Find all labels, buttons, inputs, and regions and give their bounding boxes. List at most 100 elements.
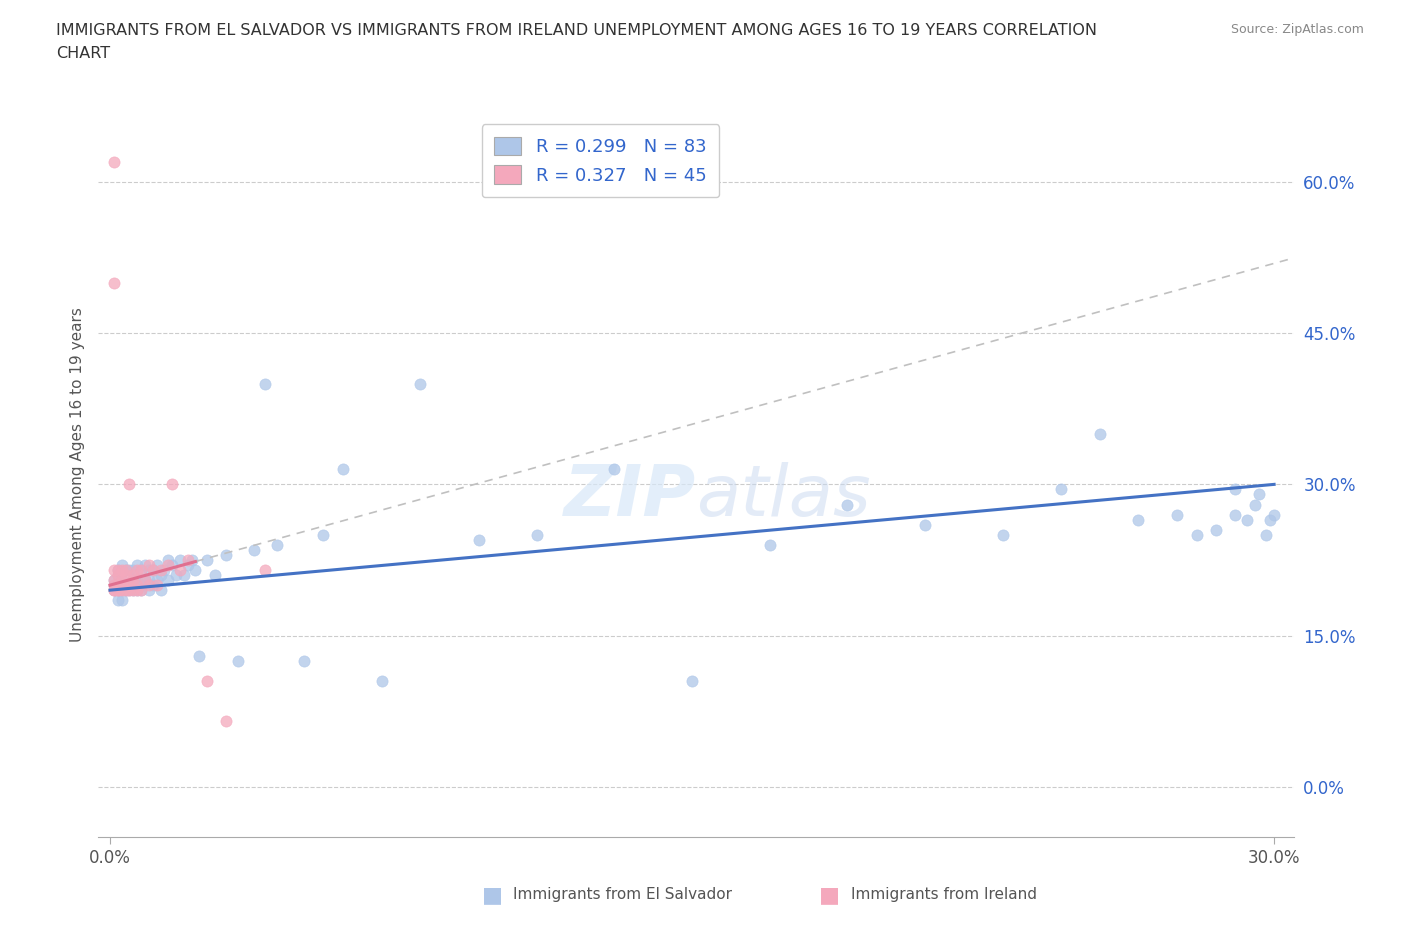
Legend: R = 0.299   N = 83, R = 0.327   N = 45: R = 0.299 N = 83, R = 0.327 N = 45	[482, 125, 718, 197]
Point	[176, 552, 198, 567]
Point	[107, 578, 129, 592]
Text: atlas: atlas	[696, 461, 870, 530]
Point	[312, 527, 335, 542]
Point	[837, 498, 859, 512]
Point	[1256, 527, 1278, 542]
Point	[153, 563, 176, 578]
Point	[122, 583, 145, 598]
Point	[111, 573, 134, 588]
Point	[149, 563, 172, 578]
Point	[138, 563, 160, 578]
Point	[118, 477, 141, 492]
Point	[142, 563, 165, 578]
Point	[122, 573, 145, 588]
Point	[134, 558, 156, 573]
Point	[254, 377, 277, 392]
Point	[169, 563, 191, 578]
Point	[138, 583, 160, 598]
Point	[1088, 427, 1111, 442]
Point	[467, 532, 489, 547]
Point	[142, 563, 165, 578]
Point	[138, 558, 160, 573]
Point	[526, 527, 548, 542]
Point	[160, 477, 183, 492]
Point	[603, 462, 626, 477]
Point	[103, 573, 125, 588]
Point	[145, 573, 167, 588]
Point	[111, 563, 134, 578]
Point	[1225, 482, 1247, 497]
Text: CHART: CHART	[56, 46, 110, 61]
Point	[157, 552, 180, 567]
Point	[1263, 507, 1285, 522]
Point	[103, 563, 125, 578]
Point	[103, 583, 125, 598]
Point	[118, 583, 141, 598]
Point	[184, 563, 207, 578]
Point	[127, 583, 149, 598]
Point	[226, 653, 249, 668]
Point	[1258, 512, 1281, 527]
Point	[142, 578, 165, 592]
Point	[129, 563, 152, 578]
Point	[127, 563, 149, 578]
Point	[118, 578, 141, 592]
Point	[138, 578, 160, 592]
Text: Source: ZipAtlas.com: Source: ZipAtlas.com	[1230, 23, 1364, 36]
Point	[138, 573, 160, 588]
Point	[254, 563, 277, 578]
Point	[292, 653, 315, 668]
Text: IMMIGRANTS FROM EL SALVADOR VS IMMIGRANTS FROM IRELAND UNEMPLOYMENT AMONG AGES 1: IMMIGRANTS FROM EL SALVADOR VS IMMIGRANT…	[56, 23, 1097, 38]
Point	[1243, 498, 1265, 512]
Point	[111, 558, 134, 573]
Y-axis label: Unemployment Among Ages 16 to 19 years: Unemployment Among Ages 16 to 19 years	[69, 307, 84, 642]
Point	[103, 583, 125, 598]
Point	[134, 573, 156, 588]
Point	[111, 578, 134, 592]
Text: ■: ■	[482, 884, 502, 905]
Point	[991, 527, 1014, 542]
Point	[103, 578, 125, 592]
Point	[122, 573, 145, 588]
Point	[103, 275, 125, 290]
Point	[114, 578, 136, 592]
Point	[127, 573, 149, 588]
Point	[114, 583, 136, 598]
Point	[1128, 512, 1150, 527]
Point	[145, 578, 167, 592]
Point	[118, 583, 141, 598]
Point	[149, 583, 172, 598]
Point	[1049, 482, 1071, 497]
Point	[758, 538, 780, 552]
Point	[134, 573, 156, 588]
Point	[114, 583, 136, 598]
Point	[103, 583, 125, 598]
Point	[127, 558, 149, 573]
Point	[122, 583, 145, 598]
Point	[118, 563, 141, 578]
Point	[1166, 507, 1188, 522]
Point	[107, 583, 129, 598]
Point	[111, 592, 134, 607]
Point	[195, 552, 218, 567]
Point	[111, 573, 134, 588]
Point	[1205, 523, 1227, 538]
Point	[107, 583, 129, 598]
Text: Immigrants from El Salvador: Immigrants from El Salvador	[513, 887, 733, 902]
Point	[118, 578, 141, 592]
Point	[107, 567, 129, 582]
Point	[176, 558, 198, 573]
Point	[107, 578, 129, 592]
Point	[169, 552, 191, 567]
Point	[107, 563, 129, 578]
Point	[160, 558, 183, 573]
Point	[242, 542, 264, 557]
Point	[107, 583, 129, 598]
Point	[1247, 487, 1270, 502]
Point	[103, 578, 125, 592]
Point	[114, 563, 136, 578]
Point	[157, 558, 180, 573]
Point	[103, 573, 125, 588]
Point	[180, 552, 202, 567]
Point	[129, 563, 152, 578]
